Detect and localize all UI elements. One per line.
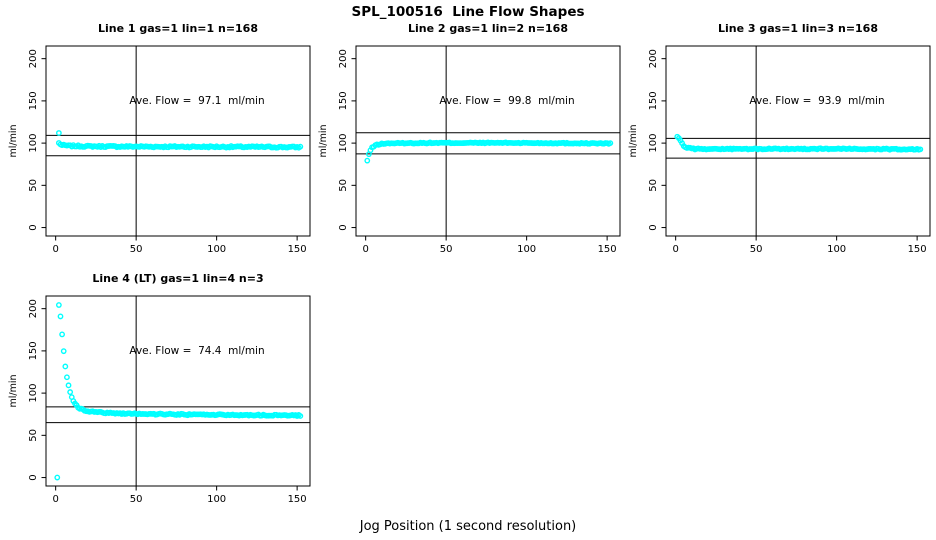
- data-point: [54, 474, 61, 481]
- x-tick-label: 50: [130, 494, 143, 505]
- data-point: [64, 374, 70, 381]
- plot-box: [45, 45, 311, 237]
- data-points: [54, 302, 304, 481]
- y-axis-title: ml/min: [8, 374, 19, 407]
- x-tick-label: 0: [52, 244, 58, 255]
- data-point: [62, 363, 69, 370]
- y-axis-title: ml/min: [318, 124, 329, 157]
- data-point: [59, 331, 65, 338]
- x-tick-label: 100: [517, 244, 536, 255]
- data-points: [55, 130, 304, 151]
- plot-line-3: 0 50 100 150 0 50 100 150 200 ml/min: [628, 45, 931, 255]
- y-tick-label: 150: [28, 91, 39, 110]
- y-tick-label: 50: [338, 179, 349, 192]
- plot-line-1: 0 50 100 150 0 50 100 150 200 ml/min: [8, 45, 311, 255]
- data-points: [364, 139, 614, 164]
- x-tick-label: 150: [908, 244, 927, 255]
- panel-title: Line 4 (LT) gas=1 lin=4 n=3: [92, 272, 264, 285]
- y-axis-title: ml/min: [8, 124, 19, 157]
- panel-line-2: Line 2 gas=1 lin=2 n=168 0 50 100 150 0 50 100…: [316, 22, 626, 272]
- plot-box: [665, 45, 931, 237]
- y-tick-label: 200: [648, 49, 659, 68]
- plot-box: [45, 295, 311, 487]
- data-point: [55, 130, 62, 136]
- y-tick-label: 100: [28, 134, 39, 153]
- data-points: [674, 133, 924, 153]
- plot-line-4: 0 50 100 150 0 50 100 150 200 ml/min: [8, 295, 311, 505]
- ave-flow-annotation: Ave. Flow = 97.1 ml/min: [129, 95, 265, 107]
- y-tick-label: 50: [28, 429, 39, 442]
- panel-title: Line 3 gas=1 lin=3 n=168: [717, 22, 878, 35]
- panel-line-3: Line 3 gas=1 lin=3 n=168 0 50 100 150 0 50 100…: [626, 22, 936, 272]
- x-tick-label: 150: [288, 494, 307, 505]
- x-tick-label: 150: [598, 244, 617, 255]
- x-tick-label: 0: [362, 244, 368, 255]
- data-point: [917, 146, 924, 153]
- y-tick-label: 150: [28, 341, 39, 360]
- x-tick-label: 150: [288, 244, 307, 255]
- main-title: SPL_100516 Line Flow Shapes: [351, 4, 585, 20]
- data-point: [55, 302, 62, 308]
- empty-cell: [626, 272, 936, 522]
- y-tick-label: 0: [648, 224, 659, 230]
- plot-box: [355, 45, 621, 237]
- y-axis-title: ml/min: [628, 124, 639, 157]
- x-tick-label: 100: [827, 244, 846, 255]
- y-tick-label: 200: [28, 49, 39, 68]
- y-tick-label: 150: [338, 91, 349, 110]
- panel-grid: Line 1 gas=1 lin=1 n=168 0 50 100 150 0 50 100…: [6, 22, 936, 522]
- x-tick-label: 50: [130, 244, 143, 255]
- data-point: [65, 382, 72, 389]
- data-point: [60, 348, 67, 355]
- y-tick-label: 50: [28, 179, 39, 192]
- x-tick-label: 100: [207, 244, 226, 255]
- data-point: [607, 140, 614, 147]
- y-tick-label: 0: [338, 224, 349, 230]
- data-point: [67, 389, 74, 395]
- panel-line-4: Line 4 (LT) gas=1 lin=4 n=3 0 50 100 150 0 50…: [6, 272, 316, 522]
- data-point: [57, 313, 64, 320]
- data-point: [297, 413, 304, 419]
- y-tick-label: 200: [28, 299, 39, 318]
- ave-flow-annotation: Ave. Flow = 74.4 ml/min: [129, 345, 265, 357]
- empty-cell: [316, 272, 626, 522]
- x-tick-label: 0: [52, 494, 58, 505]
- x-tick-label: 50: [750, 244, 763, 255]
- panel-title: Line 1 gas=1 lin=1 n=168: [97, 22, 258, 35]
- y-tick-label: 100: [28, 384, 39, 403]
- x-tick-label: 100: [207, 494, 226, 505]
- y-tick-label: 100: [648, 134, 659, 153]
- y-tick-label: 50: [648, 179, 659, 192]
- panel-title: Line 2 gas=1 lin=2 n=168: [407, 22, 568, 35]
- data-point: [364, 157, 371, 164]
- x-tick-label: 0: [672, 244, 678, 255]
- data-point: [297, 143, 304, 150]
- y-tick-label: 0: [28, 474, 39, 480]
- ave-flow-annotation: Ave. Flow = 93.9 ml/min: [749, 95, 885, 107]
- panel-line-1: Line 1 gas=1 lin=1 n=168 0 50 100 150 0 50 100…: [6, 22, 316, 272]
- x-axis-title: Jog Position (1 second resolution): [359, 519, 577, 534]
- plot-line-2: 0 50 100 150 0 50 100 150 200 ml/min: [318, 45, 621, 255]
- y-tick-label: 0: [28, 224, 39, 230]
- y-tick-label: 200: [338, 49, 349, 68]
- y-tick-label: 150: [648, 91, 659, 110]
- y-tick-label: 100: [338, 134, 349, 153]
- x-tick-label: 50: [440, 244, 453, 255]
- ave-flow-annotation: Ave. Flow = 99.8 ml/min: [439, 95, 575, 107]
